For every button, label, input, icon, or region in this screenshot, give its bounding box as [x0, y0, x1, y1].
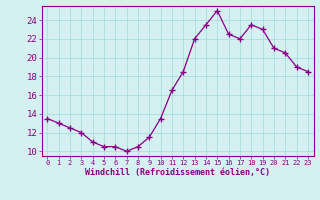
- X-axis label: Windchill (Refroidissement éolien,°C): Windchill (Refroidissement éolien,°C): [85, 168, 270, 177]
